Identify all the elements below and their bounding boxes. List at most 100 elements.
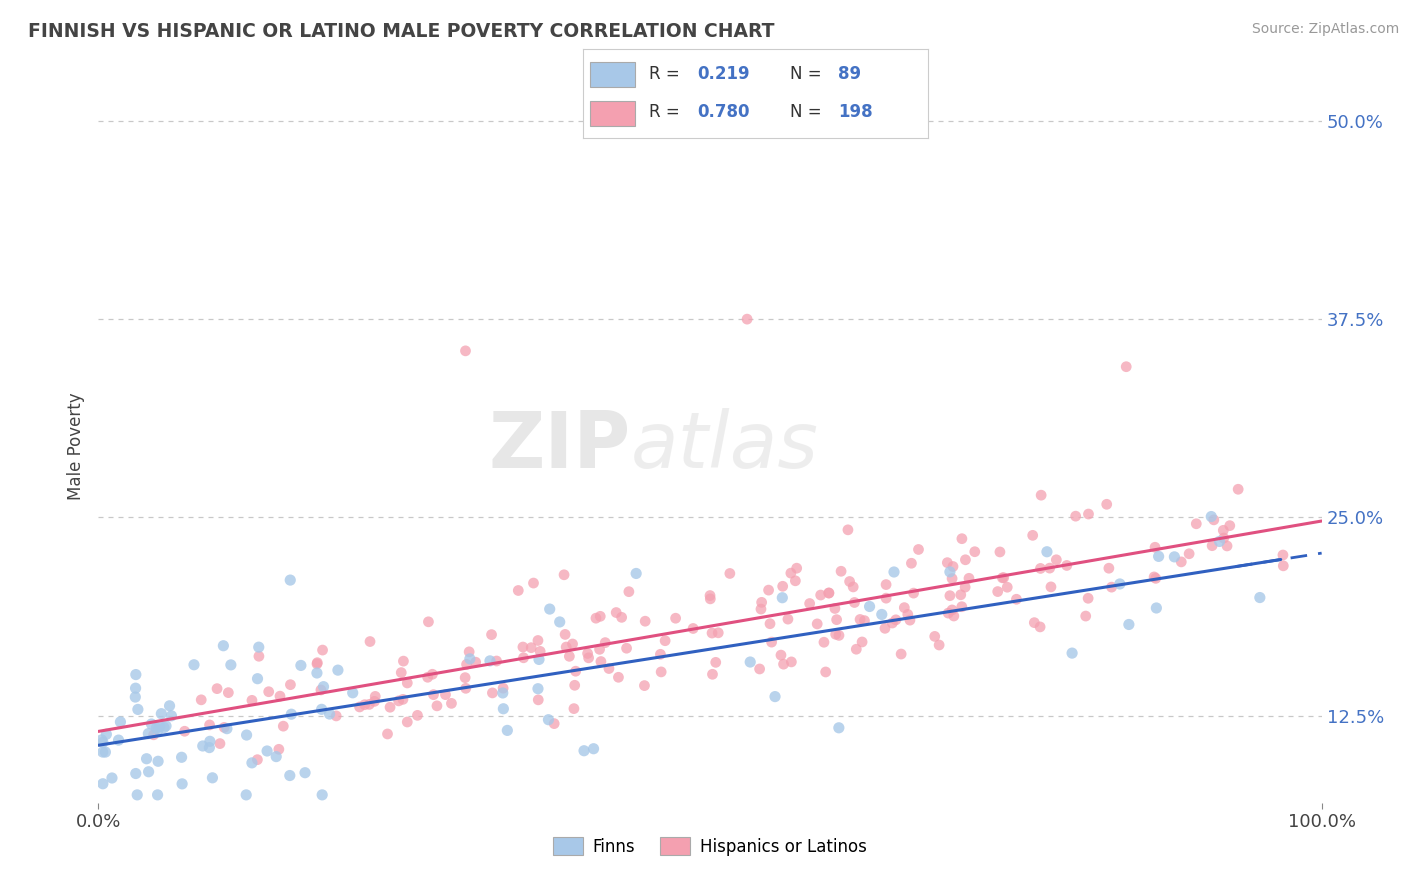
Point bbox=[198, 740, 221, 755]
Point bbox=[311, 788, 333, 802]
Text: R =: R = bbox=[650, 103, 679, 121]
Point bbox=[1212, 531, 1234, 545]
Point bbox=[396, 714, 419, 729]
Point bbox=[890, 647, 912, 661]
Point bbox=[150, 706, 173, 721]
Point bbox=[212, 721, 235, 735]
Y-axis label: Male Poverty: Male Poverty bbox=[67, 392, 86, 500]
Point bbox=[246, 753, 269, 767]
Point bbox=[776, 612, 799, 626]
Point bbox=[838, 574, 860, 589]
Point bbox=[942, 559, 965, 574]
Point bbox=[772, 657, 794, 672]
Point bbox=[1249, 591, 1271, 605]
Point bbox=[849, 612, 872, 626]
Point bbox=[786, 561, 808, 575]
Point bbox=[294, 765, 316, 780]
Point bbox=[699, 591, 721, 606]
Point bbox=[1212, 524, 1234, 538]
Point bbox=[309, 683, 332, 698]
Point bbox=[142, 728, 165, 742]
Point bbox=[527, 681, 550, 696]
Point bbox=[1143, 570, 1166, 584]
Point bbox=[485, 654, 508, 668]
Point bbox=[548, 615, 571, 629]
Point bbox=[396, 676, 419, 690]
Point bbox=[418, 615, 440, 629]
Legend: Finns, Hispanics or Latinos: Finns, Hispanics or Latinos bbox=[546, 830, 875, 863]
Point bbox=[326, 663, 349, 677]
Point bbox=[817, 586, 839, 600]
Point bbox=[325, 709, 347, 723]
Point bbox=[772, 579, 794, 593]
Point bbox=[353, 698, 375, 712]
Point bbox=[853, 614, 876, 628]
Point bbox=[844, 595, 866, 609]
Point bbox=[1062, 646, 1084, 660]
Point bbox=[492, 686, 515, 700]
Point bbox=[1170, 555, 1192, 569]
Point bbox=[589, 609, 612, 624]
Point bbox=[607, 670, 630, 684]
Point bbox=[359, 634, 381, 648]
Point bbox=[537, 713, 560, 727]
Point bbox=[406, 708, 429, 723]
Point bbox=[1029, 561, 1052, 575]
Point bbox=[215, 722, 238, 736]
Point bbox=[235, 788, 257, 802]
Point bbox=[159, 698, 181, 713]
Point bbox=[950, 532, 973, 546]
Text: ZIP: ZIP bbox=[488, 408, 630, 484]
Point bbox=[907, 542, 929, 557]
Point bbox=[598, 661, 620, 675]
Point bbox=[278, 768, 301, 782]
Point bbox=[779, 566, 801, 581]
Point bbox=[434, 688, 457, 702]
Point bbox=[155, 719, 177, 733]
Point bbox=[311, 643, 333, 657]
Point bbox=[492, 702, 515, 716]
Point bbox=[520, 640, 543, 655]
Point bbox=[173, 724, 195, 739]
Point bbox=[543, 716, 565, 731]
Point bbox=[170, 750, 193, 764]
Point bbox=[219, 657, 242, 672]
Point bbox=[699, 589, 721, 603]
Point bbox=[942, 609, 965, 624]
Point bbox=[1216, 539, 1239, 553]
Point bbox=[828, 721, 851, 735]
Point bbox=[1144, 601, 1167, 615]
Point bbox=[1077, 507, 1099, 521]
Point bbox=[842, 580, 865, 594]
Point bbox=[897, 607, 920, 622]
Point bbox=[837, 523, 859, 537]
Point bbox=[858, 599, 880, 614]
Point bbox=[893, 600, 915, 615]
Point bbox=[1115, 359, 1137, 374]
Point bbox=[785, 574, 807, 588]
Point bbox=[508, 583, 530, 598]
Point bbox=[616, 641, 638, 656]
Point bbox=[650, 648, 672, 662]
Point bbox=[1101, 580, 1123, 594]
Point bbox=[740, 655, 762, 669]
Text: N =: N = bbox=[790, 64, 821, 83]
Point bbox=[1095, 497, 1118, 511]
Point bbox=[257, 684, 280, 698]
Text: FINNISH VS HISPANIC OR LATINO MALE POVERTY CORRELATION CHART: FINNISH VS HISPANIC OR LATINO MALE POVER… bbox=[28, 22, 775, 41]
Point bbox=[555, 640, 578, 654]
Point bbox=[183, 657, 205, 672]
Point bbox=[553, 567, 575, 582]
Point bbox=[522, 576, 544, 591]
Point bbox=[1185, 516, 1208, 531]
Point bbox=[898, 613, 921, 627]
Point bbox=[305, 657, 328, 671]
Point bbox=[1272, 558, 1295, 573]
Point bbox=[388, 694, 411, 708]
Point bbox=[585, 611, 607, 625]
Point bbox=[953, 580, 976, 594]
Point bbox=[987, 584, 1010, 599]
Point bbox=[1144, 541, 1167, 555]
Point bbox=[422, 667, 444, 681]
Point bbox=[1039, 580, 1062, 594]
